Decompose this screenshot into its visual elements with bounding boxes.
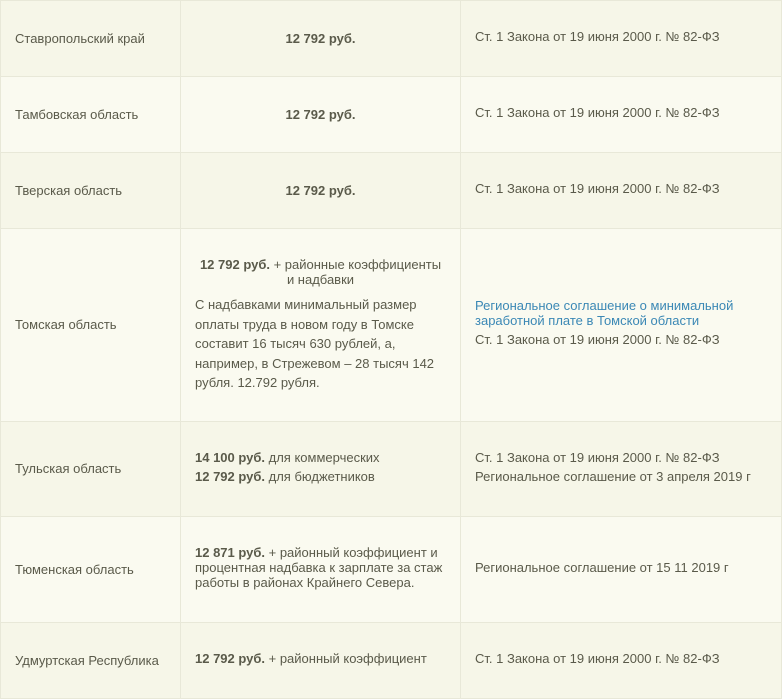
- amount-line: 12 871 руб. + районный коэффициент и про…: [195, 545, 446, 590]
- region-cell: Томская область: [1, 229, 181, 422]
- region-cell: Тверская область: [1, 153, 181, 229]
- amount-suffix: + районный коэффициент: [265, 651, 427, 666]
- law-text: Ст. 1 Закона от 19 июня 2000 г. № 82-ФЗ: [475, 105, 769, 120]
- amount-note: С надбавками минимальный размер оплаты т…: [195, 295, 446, 393]
- table-row: Тюменская область 12 871 руб. + районный …: [1, 516, 782, 622]
- amount-cell: 12 792 руб. + районный коэффициент: [181, 622, 461, 698]
- amount-value: 12 792 руб.: [285, 183, 355, 198]
- region-cell: Тюменская область: [1, 516, 181, 622]
- amount-line: 12 792 руб. + районные коэффициенты и на…: [195, 257, 446, 287]
- table-row: Тульская область14 100 руб. для коммерче…: [1, 421, 782, 516]
- law-text: Ст. 1 Закона от 19 июня 2000 г. № 82-ФЗ: [475, 332, 769, 347]
- amount-value: 12 792 руб.: [195, 469, 265, 484]
- amount-value: 12 792 руб.: [195, 651, 265, 666]
- law-cell: Ст. 1 Закона от 19 июня 2000 г. № 82-ФЗ Р…: [461, 421, 782, 516]
- amount-cell: 12 792 руб.: [181, 77, 461, 153]
- law-cell: Ст. 1 Закона от 19 июня 2000 г. № 82-ФЗ: [461, 622, 782, 698]
- minimum-wage-table: Ставропольский край 12 792 руб. Ст. 1 Зако…: [0, 0, 782, 699]
- law-text: Ст. 1 Закона от 19 июня 2000 г. № 82-ФЗ: [475, 450, 769, 465]
- table-row: Томская область 12 792 руб. + районные ко…: [1, 229, 782, 422]
- amount-cell: 12 871 руб. + районный коэффициент и про…: [181, 516, 461, 622]
- table-row: Удмуртская Республика 12 792 руб. + район…: [1, 622, 782, 698]
- amount-value: 12 792 руб.: [285, 31, 355, 46]
- region-cell: Ставропольский край: [1, 1, 181, 77]
- law-text: Региональное соглашение от 3 апреля 2019…: [475, 469, 769, 484]
- amount-line: 14 100 руб. для коммерческих: [195, 450, 446, 465]
- law-text: Региональное соглашение от 15 11 2019 г: [475, 560, 769, 575]
- amount-value: 14 100 руб.: [195, 450, 265, 465]
- amount-cell: 12 792 руб.: [181, 1, 461, 77]
- law-cell: Ст. 1 Закона от 19 июня 2000 г. № 82-ФЗ: [461, 77, 782, 153]
- law-cell: Региональное соглашение о минимальной за…: [461, 229, 782, 422]
- law-cell: Региональное соглашение от 15 11 2019 г: [461, 516, 782, 622]
- amount-line: 12 792 руб. + районный коэффициент: [195, 651, 446, 666]
- table-row: Ставропольский край 12 792 руб. Ст. 1 Зако…: [1, 1, 782, 77]
- law-cell: Ст. 1 Закона от 19 июня 2000 г. № 82-ФЗ: [461, 1, 782, 77]
- amount-value: 12 792 руб.: [200, 257, 270, 272]
- table-row: Тамбовская область 12 792 руб. Ст. 1 Закон…: [1, 77, 782, 153]
- amount-cell: 14 100 руб. для коммерческих 12 792 руб. …: [181, 421, 461, 516]
- law-text: Ст. 1 Закона от 19 июня 2000 г. № 82-ФЗ: [475, 181, 769, 196]
- region-cell: Тульская область: [1, 421, 181, 516]
- law-text: Ст. 1 Закона от 19 июня 2000 г. № 82-ФЗ: [475, 29, 769, 44]
- amount-cell: 12 792 руб. + районные коэффициенты и на…: [181, 229, 461, 422]
- amount-line: 12 792 руб. для бюджетников: [195, 469, 446, 484]
- region-cell: Удмуртская Республика: [1, 622, 181, 698]
- amount-value: 12 792 руб.: [285, 107, 355, 122]
- law-cell: Ст. 1 Закона от 19 июня 2000 г. № 82-ФЗ: [461, 153, 782, 229]
- law-link[interactable]: Региональное соглашение о минимальной за…: [475, 298, 769, 328]
- amount-cell: 12 792 руб.: [181, 153, 461, 229]
- amount-suffix: для коммерческих: [265, 450, 380, 465]
- amount-suffix: + районные коэффициенты и надбавки: [270, 257, 441, 287]
- law-text: Ст. 1 Закона от 19 июня 2000 г. № 82-ФЗ: [475, 651, 769, 666]
- region-cell: Тамбовская область: [1, 77, 181, 153]
- amount-value: 12 871 руб.: [195, 545, 265, 560]
- amount-suffix: для бюджетников: [265, 469, 375, 484]
- table-row: Тверская область 12 792 руб. Ст. 1 Закона …: [1, 153, 782, 229]
